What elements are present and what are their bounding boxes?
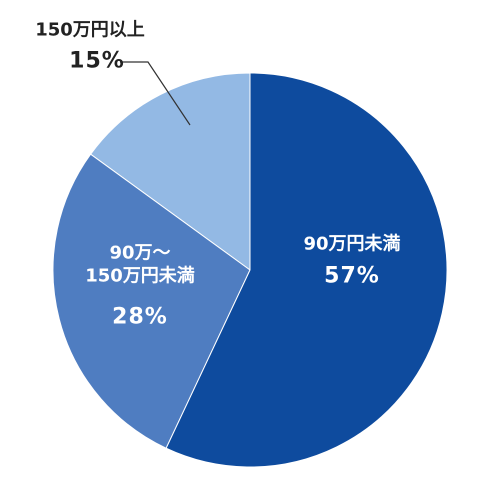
slice-label: 90万～ 150万円未満 (85, 242, 195, 287)
slice-label: 90万円未満 (303, 233, 401, 255)
slice-value: 57% (324, 263, 380, 289)
pie-slice (52, 153, 251, 449)
slice-value: 15% (69, 48, 125, 74)
pie-slice (89, 72, 251, 271)
slice-value: 28% (112, 304, 168, 330)
leader-line (120, 61, 191, 126)
slice-label: 150万円以上 (35, 19, 145, 41)
pie-slice (165, 72, 448, 468)
